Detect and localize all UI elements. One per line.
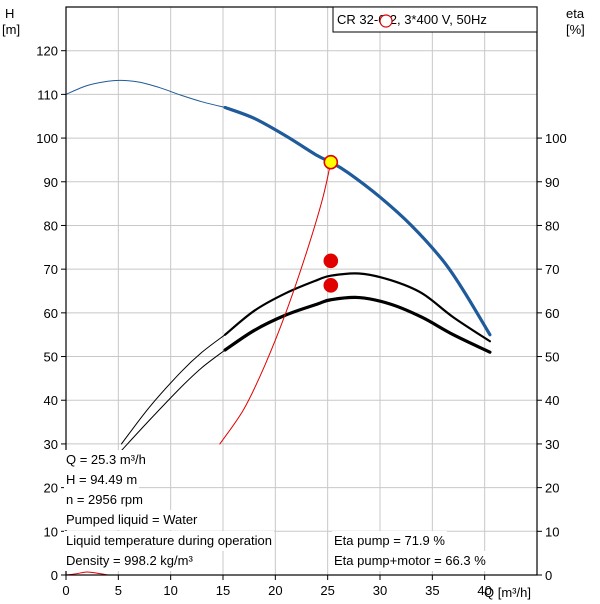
y-left-tick-label: 70 — [44, 262, 58, 277]
series-line — [65, 79, 226, 108]
y-right-tick-label: 80 — [545, 218, 559, 233]
y-left-tick-label: 40 — [44, 393, 58, 408]
info-density: Density = 998.2 kg/m³ — [64, 551, 195, 571]
y-left-tick-label: 20 — [44, 481, 58, 496]
info-temperature: Liquid temperature during operation — [64, 531, 274, 551]
series-line — [120, 349, 226, 451]
y-right-tick-label: 100 — [545, 131, 567, 146]
series-line — [223, 272, 491, 343]
y-left-unit: [m] — [2, 22, 20, 37]
info-eta-pump: Eta pump = 71.9 % — [332, 531, 447, 551]
y-right-tick-label: 20 — [545, 481, 559, 496]
y-left-tick-label: 80 — [44, 218, 58, 233]
y-left-tick-label: 60 — [44, 306, 58, 321]
y-left-tick-label: 30 — [44, 437, 58, 452]
chart-title: CR 32-6-2, 3*400 V, 50Hz — [337, 12, 487, 27]
x-tick-label: 30 — [373, 583, 387, 598]
info-n: n = 2956 rpm — [64, 490, 145, 510]
x-tick-label: 5 — [115, 583, 122, 598]
y-left-tick-label: 110 — [37, 87, 58, 102]
x-tick-label: 35 — [425, 583, 439, 598]
operating-point-marker — [323, 278, 339, 293]
x-tick-label: 25 — [320, 583, 334, 598]
y-left-tick-label: 50 — [44, 350, 58, 365]
series-line — [223, 105, 492, 337]
info-eta-pump-motor: Eta pump+motor = 66.3 % — [332, 551, 488, 571]
grid — [66, 7, 537, 575]
y-right-symbol: eta — [566, 6, 585, 21]
title-marker-icon — [379, 14, 393, 28]
title-box — [332, 6, 538, 33]
x-tick-label: 0 — [62, 583, 69, 598]
x-tick-label: 10 — [163, 583, 177, 598]
x-tick-label: 20 — [268, 583, 282, 598]
y-right-tick-label: 0 — [545, 568, 552, 583]
y-right-tick-label: 60 — [545, 306, 559, 321]
series-line — [219, 161, 332, 445]
y-right-tick-label: 10 — [545, 524, 559, 539]
series-line — [120, 334, 226, 445]
y-left-tick-label: 10 — [44, 524, 58, 539]
y-left-symbol: H — [5, 6, 14, 21]
y-left-tick-label: 100 — [36, 131, 58, 146]
x-tick-label: 40 — [477, 583, 491, 598]
y-left-tick-label: 0 — [51, 568, 58, 583]
y-left-tick-label: 90 — [44, 175, 58, 190]
series-line — [65, 571, 109, 576]
y-left-tick-label: 120 — [36, 44, 58, 59]
plot-frame — [65, 6, 538, 576]
y-right-tick-label: 50 — [545, 350, 559, 365]
x-tick-label: 15 — [216, 583, 230, 598]
series-line — [223, 295, 492, 354]
info-h: H = 94.49 m — [64, 470, 140, 490]
operating-point-marker — [323, 253, 339, 269]
y-right-tick-label: 90 — [545, 175, 559, 190]
y-right-tick-label: 40 — [545, 393, 559, 408]
y-right-tick-label: 30 — [545, 437, 559, 452]
curves — [65, 79, 492, 576]
x-axis-label: Q [m³/h] — [484, 585, 531, 600]
info-liquid: Pumped liquid = Water — [64, 510, 200, 530]
operating-point-marker — [323, 154, 339, 170]
info-q: Q = 25.3 m³/h — [64, 450, 148, 470]
y-right-tick-label: 70 — [545, 262, 559, 277]
y-right-unit: [%] — [566, 22, 585, 37]
markers — [323, 154, 339, 293]
ticks: 0 5 10 15 20 25 30 35 40010203040506070809010011… — [36, 44, 566, 598]
